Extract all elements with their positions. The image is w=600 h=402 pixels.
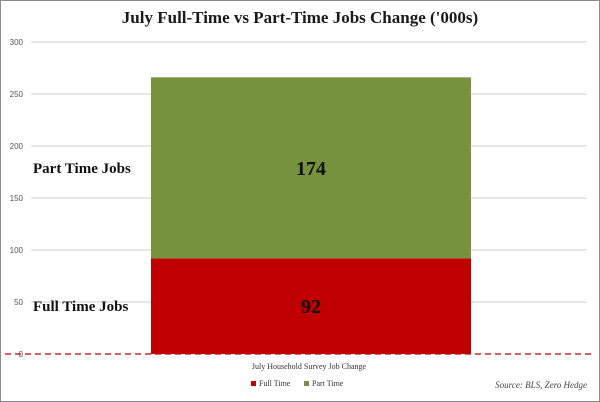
legend-label: Part Time <box>312 379 344 388</box>
source-note: Source: BLS, Zero Hedge <box>495 380 587 390</box>
y-tick-label: 100 <box>10 246 24 255</box>
legend-label: Full Time <box>259 379 291 388</box>
bar-segment-part-time <box>151 77 471 259</box>
y-tick-label: 200 <box>10 142 24 151</box>
y-tick-label: 0 <box>19 350 24 359</box>
segment-label: Part Time Jobs <box>33 161 131 177</box>
chart-title: July Full-Time vs Part-Time Jobs Change … <box>122 8 478 27</box>
y-tick-label: 50 <box>14 298 23 307</box>
legend-swatch <box>304 381 309 386</box>
data-label: 174 <box>296 158 326 180</box>
bars: 92 Full Time Jobs 174 Part Time Jobs <box>33 77 471 354</box>
y-tick-label: 250 <box>10 90 24 99</box>
y-tick-label: 150 <box>10 194 24 203</box>
legend-swatch <box>251 381 256 386</box>
segment-label: Full Time Jobs <box>33 299 128 315</box>
y-tick-label: 300 <box>10 38 24 47</box>
legend: Full Time Part Time <box>251 379 344 388</box>
y-axis: 0 50 100 150 200 250 300 <box>10 38 24 359</box>
bar-segment-full-time <box>151 258 471 354</box>
x-category-label: July Household Survey Job Change <box>252 362 367 371</box>
data-label: 92 <box>301 296 321 318</box>
